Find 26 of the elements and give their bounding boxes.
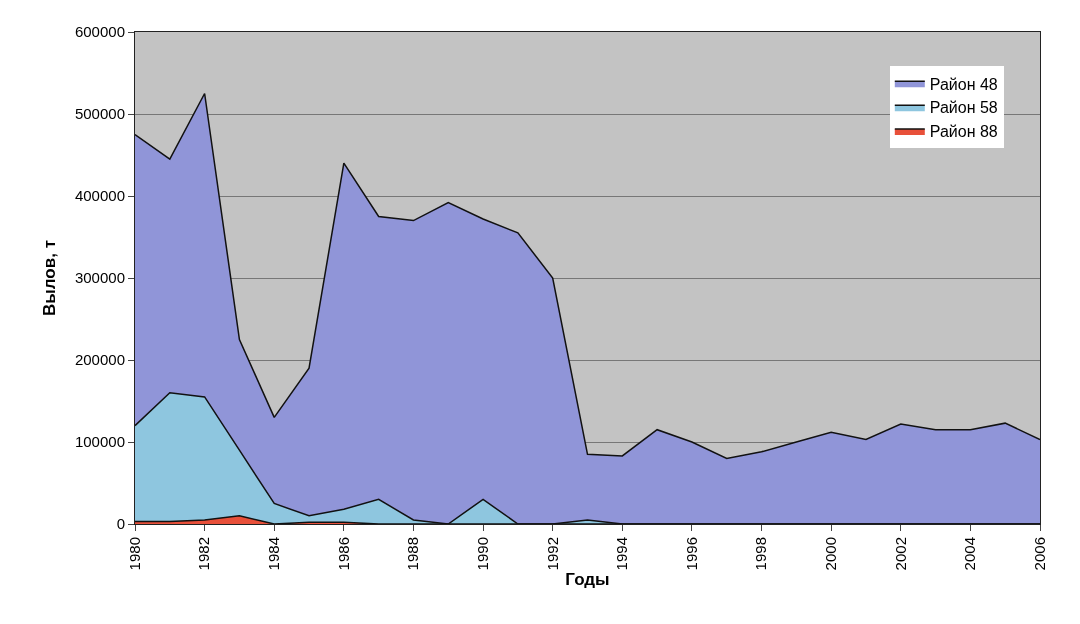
x-tick-label: 2004 xyxy=(961,537,979,571)
y-tick-label: 500000 xyxy=(74,105,125,123)
x-tick-label: 2000 xyxy=(822,537,840,571)
y-axis-title: Вылов, т xyxy=(40,240,60,316)
legend-label: Район 58 xyxy=(929,99,998,117)
x-tick-label: 1988 xyxy=(404,537,422,571)
y-tick-label: 0 xyxy=(116,515,125,533)
x-tick-label: 2002 xyxy=(891,537,909,571)
y-tick-label: 600000 xyxy=(74,23,125,41)
x-tick-label: 1996 xyxy=(682,537,700,571)
x-tick-label: 1984 xyxy=(265,537,283,571)
y-tick-label: 200000 xyxy=(74,351,125,369)
x-tick-label: 2006 xyxy=(1030,537,1048,571)
x-tick-label: 1990 xyxy=(473,537,491,571)
x-axis-title: Годы xyxy=(565,570,610,589)
x-tick-label: 1982 xyxy=(195,537,213,571)
legend-label: Район 48 xyxy=(929,75,998,93)
x-tick-label: 1994 xyxy=(613,537,631,571)
x-tick-label: 1998 xyxy=(752,537,770,571)
x-tick-label: 1980 xyxy=(125,537,143,571)
y-tick-label: 100000 xyxy=(74,433,125,451)
legend-label: Район 88 xyxy=(929,123,998,141)
x-tick-label: 1986 xyxy=(334,537,352,571)
y-tick-label: 300000 xyxy=(74,269,125,287)
x-tick-label: 1992 xyxy=(543,537,561,571)
y-tick-label: 400000 xyxy=(74,187,125,205)
